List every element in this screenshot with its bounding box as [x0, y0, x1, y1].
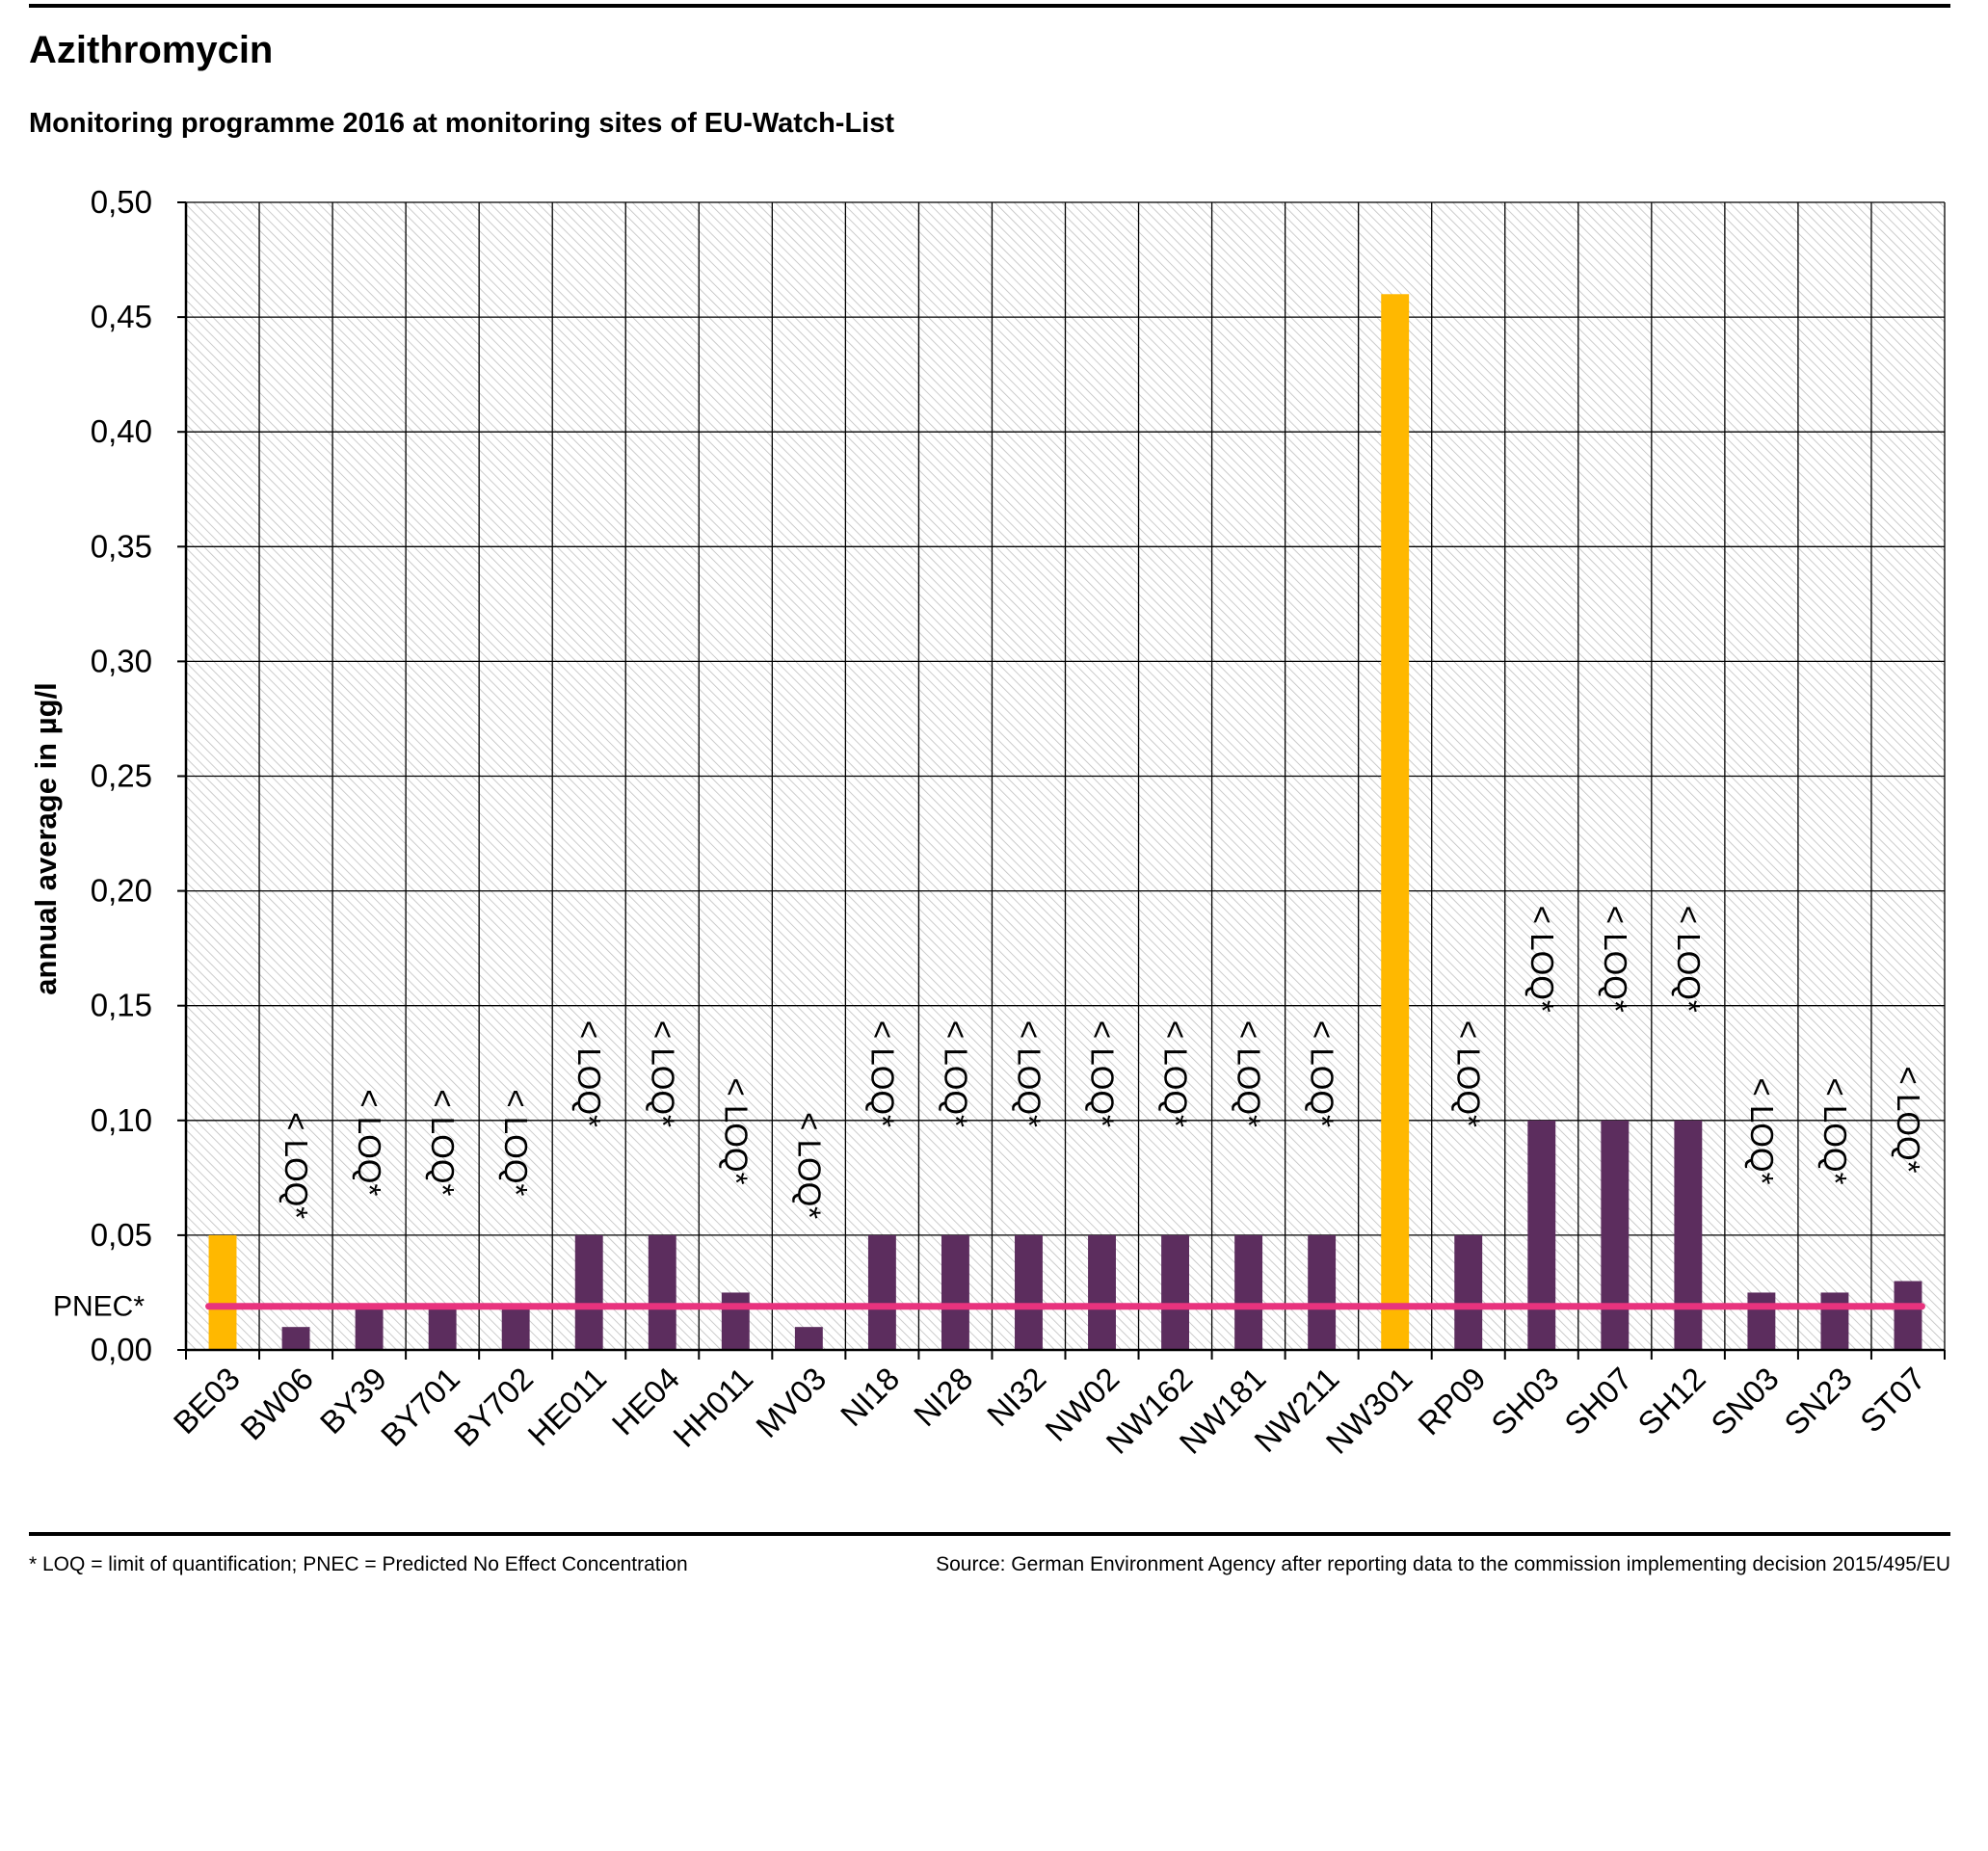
- bar-be03: [208, 1234, 237, 1350]
- grid-lines: [186, 201, 1946, 1351]
- x-tick-label: NI18: [834, 1361, 906, 1433]
- x-tick-label: SH03: [1484, 1361, 1566, 1442]
- bar-sn23: [1820, 1292, 1849, 1350]
- bar-mv03: [794, 1327, 823, 1350]
- loq-annotation: < LOQ*: [1891, 1067, 1926, 1174]
- bar-ni18: [867, 1234, 896, 1350]
- bar-by702: [501, 1304, 530, 1350]
- bars: [208, 294, 1922, 1350]
- x-tick-label: SN23: [1777, 1361, 1859, 1442]
- loq-annotation: < LOQ*: [791, 1112, 827, 1219]
- x-tick-label: HE011: [520, 1361, 613, 1453]
- bar-he011: [574, 1234, 603, 1350]
- bar-bw06: [281, 1327, 310, 1350]
- y-tick-label: 0,20: [91, 873, 152, 909]
- bar-sh03: [1527, 1120, 1556, 1350]
- x-tick-label: NI28: [907, 1361, 979, 1433]
- loq-annotation: < LOQ*: [1817, 1077, 1853, 1184]
- y-tick-label: 0,25: [91, 758, 152, 794]
- y-tick-label: 0,35: [91, 528, 152, 564]
- loq-annotation: < LOQ*: [645, 1020, 680, 1127]
- loq-annotation: < LOQ*: [1598, 906, 1633, 1013]
- loq-annotation: < LOQ*: [498, 1089, 534, 1196]
- bar-ni28: [941, 1234, 969, 1350]
- bar-chart: 0,00 0,05 0,10 0,15 0,20 0,25 0,30 0,35 0,40 0,45…: [29, 184, 1946, 1461]
- bar-nw181: [1234, 1234, 1263, 1350]
- y-tick-label: 0,05: [91, 1217, 152, 1253]
- loq-annotation: < LOQ*: [718, 1077, 754, 1184]
- loq-annotation: < LOQ*: [1305, 1020, 1340, 1127]
- bar-nw211: [1308, 1234, 1337, 1350]
- source-note: Source: German Environment Agency after …: [936, 1553, 1950, 1575]
- loq-annotation: < LOQ*: [864, 1020, 900, 1127]
- loq-annotation: < LOQ*: [1671, 906, 1707, 1013]
- bar-nw02: [1088, 1234, 1116, 1350]
- x-tick-label: ST07: [1853, 1361, 1932, 1440]
- x-tick-label: MV03: [749, 1361, 833, 1444]
- bar-sh07: [1601, 1120, 1630, 1350]
- y-tick-label: 0,50: [91, 184, 152, 220]
- loq-annotation: < LOQ*: [278, 1112, 314, 1219]
- bar-ni32: [1015, 1234, 1043, 1350]
- axes: [177, 201, 1946, 1360]
- footer-rule: [29, 1532, 1950, 1536]
- loq-annotation: < LOQ*: [1524, 906, 1560, 1013]
- x-tick-label: SH07: [1557, 1361, 1639, 1442]
- footnote: * LOQ = limit of quantification; PNEC = …: [29, 1553, 688, 1575]
- y-tick-label: 0,15: [91, 988, 152, 1023]
- x-tick-label: BW06: [233, 1361, 320, 1447]
- y-axis-title: annual average in µg/l: [29, 682, 63, 995]
- top-rule: [29, 4, 1950, 8]
- x-tick-label: HH011: [666, 1361, 759, 1454]
- pnec-label: PNEC*: [53, 1291, 145, 1323]
- chart-title: Azithromycin: [29, 29, 274, 71]
- x-tick-label: BY702: [447, 1361, 540, 1453]
- bar-he04: [648, 1234, 676, 1350]
- loq-annotation: < LOQ*: [1011, 1020, 1047, 1127]
- y-tick-label: 0,00: [91, 1332, 152, 1367]
- x-tick-label: SH12: [1630, 1361, 1712, 1442]
- loq-annotation: < LOQ*: [1232, 1020, 1267, 1127]
- bar-by701: [428, 1304, 457, 1350]
- bar-sn03: [1747, 1292, 1776, 1350]
- bar-nw162: [1161, 1234, 1190, 1350]
- x-tick-label: SN03: [1704, 1361, 1786, 1442]
- x-tick-label: BE03: [167, 1361, 247, 1441]
- chart-subtitle: Monitoring programme 2016 at monitoring …: [29, 108, 894, 139]
- x-tick-label: RP09: [1411, 1361, 1493, 1442]
- loq-annotation: < LOQ*: [938, 1020, 973, 1127]
- bar-by39: [355, 1304, 384, 1350]
- bar-sh12: [1674, 1120, 1703, 1350]
- y-tick-label: 0,45: [91, 299, 152, 334]
- loq-annotation: < LOQ*: [1744, 1077, 1780, 1184]
- loq-annotation: < LOQ*: [1158, 1020, 1194, 1127]
- y-tick-label: 0,30: [91, 643, 152, 678]
- bar-st07: [1894, 1281, 1922, 1350]
- loq-annotation: < LOQ*: [571, 1020, 607, 1127]
- x-tick-label: BY701: [374, 1361, 466, 1453]
- loq-annotation: < LOQ*: [1085, 1020, 1121, 1127]
- loq-annotation: < LOQ*: [425, 1089, 461, 1196]
- y-tick-label: 0,10: [91, 1102, 152, 1138]
- loq-annotation: < LOQ*: [1451, 1020, 1487, 1127]
- bar-hh011: [721, 1292, 750, 1350]
- bar-nw301: [1381, 294, 1410, 1350]
- loq-annotation: < LOQ*: [352, 1089, 387, 1196]
- bar-rp09: [1454, 1234, 1483, 1350]
- y-tick-label: 0,40: [91, 413, 152, 449]
